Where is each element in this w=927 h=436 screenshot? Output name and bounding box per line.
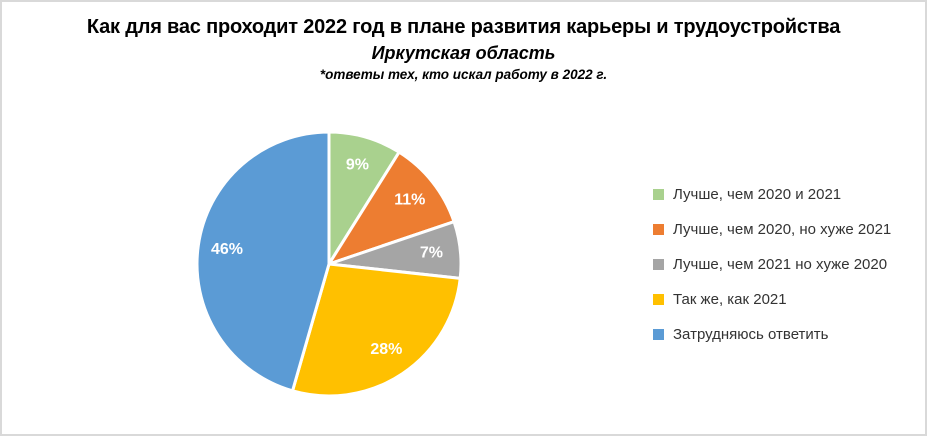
pie-data-label-4: 28% — [370, 341, 402, 358]
pie-slice-2 — [327, 150, 456, 266]
legend: Лучше, чем 2020 и 2021 Лучше, чем 2020, н… — [653, 184, 891, 345]
legend-swatch-icon — [653, 224, 664, 235]
legend-item-3: Лучше, чем 2021 но хуже 2020 — [653, 254, 891, 275]
chart-title: Как для вас проходит 2022 год в плане ра… — [86, 16, 841, 38]
legend-label: Лучше, чем 2020 и 2021 — [673, 186, 842, 203]
legend-item-5: Затрудняюсь ответить — [653, 324, 891, 345]
legend-item-1: Лучше, чем 2020 и 2021 — [653, 184, 891, 205]
pie-data-label-1: 9% — [346, 157, 369, 174]
pie-chart-svg: 9% 11% 7% 28% 46% — [195, 130, 463, 398]
legend-label: Затрудняюсь ответить — [673, 326, 829, 343]
pie-data-label-5: 46% — [211, 241, 243, 258]
pie-slice-5 — [195, 130, 331, 393]
pie-chart: 9% 11% 7% 28% 46% — [179, 114, 479, 414]
pie-slice-4 — [291, 262, 462, 398]
legend-label: Лучше, чем 2020, но хуже 2021 — [673, 221, 892, 238]
chart-subtitle: Иркутская область — [371, 43, 556, 63]
chart-footnote: *ответы тех, кто искал работу в 2022 г. — [319, 67, 608, 82]
legend-swatch-icon — [653, 259, 664, 270]
legend-swatch-icon — [653, 294, 664, 305]
legend-swatch-icon — [653, 329, 664, 340]
legend-label: Так же, как 2021 — [673, 291, 787, 308]
pie-data-label-3: 7% — [420, 244, 443, 261]
legend-swatch-icon — [653, 189, 664, 200]
legend-item-2: Лучше, чем 2020, но хуже 2021 — [653, 219, 891, 240]
pie-data-label-2: 11% — [394, 192, 425, 209]
legend-label: Лучше, чем 2021 но хуже 2020 — [673, 256, 888, 273]
legend-item-4: Так же, как 2021 — [653, 289, 891, 310]
